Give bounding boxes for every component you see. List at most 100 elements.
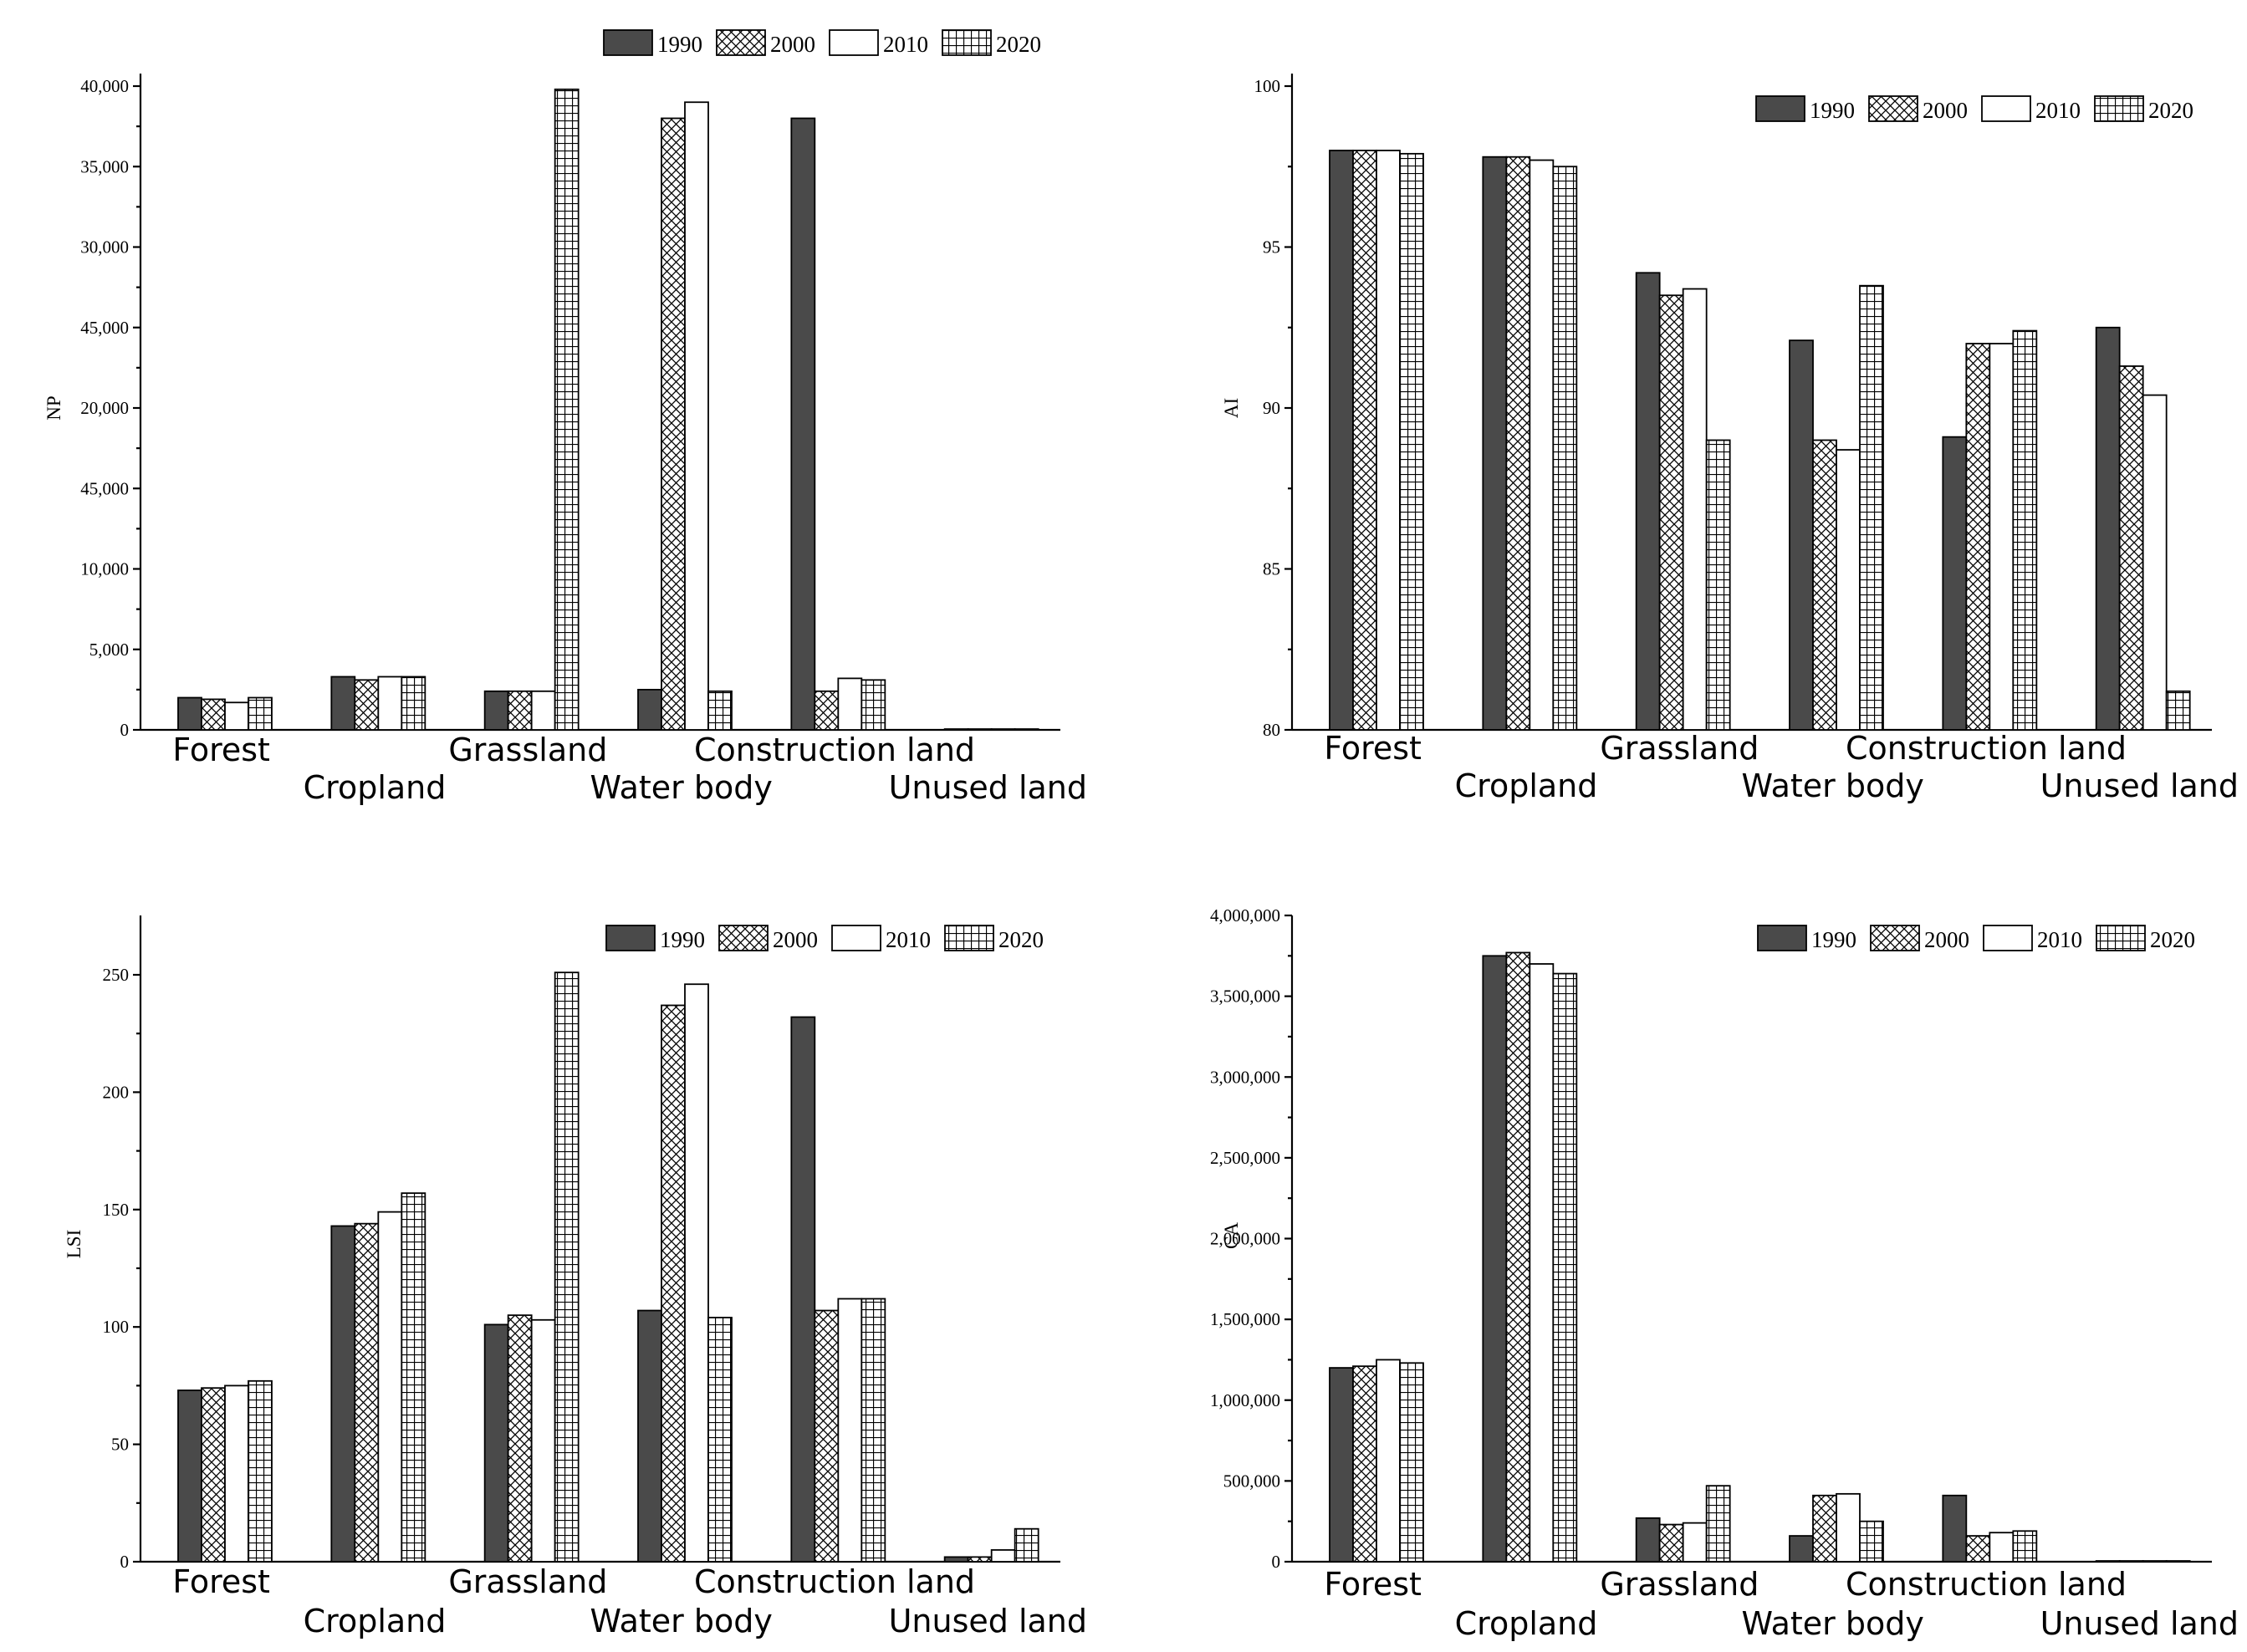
bar-unused-land-2020 <box>1014 728 1039 731</box>
bar-water-body-2010 <box>1836 1492 1861 1563</box>
bar-cropland-2020 <box>401 1192 426 1563</box>
y-tick-label: 40,000 <box>80 76 129 96</box>
y-axis-title: NP <box>43 395 64 420</box>
bar-construction-land-2020 <box>860 679 886 731</box>
x-category-label: Water body <box>590 769 772 806</box>
bar-unused-land-2020 <box>2165 690 2191 731</box>
legend-label-2010: 2010 <box>2037 927 2082 952</box>
bar-construction-land-2000 <box>1965 1535 1991 1563</box>
legend-swatch-2000 <box>1870 925 1920 951</box>
y-tick-label: 85 <box>1263 559 1280 579</box>
legend-swatch-1990 <box>1755 95 1805 122</box>
x-category-label: Forest <box>1324 730 1422 767</box>
legend-swatch-2010 <box>1983 925 2033 951</box>
bar-cropland-2010 <box>377 1211 403 1563</box>
y-axis-title: LSI <box>64 1230 84 1259</box>
y-tick-label: 35,000 <box>80 156 129 176</box>
legend-swatch-2000 <box>1868 95 1918 122</box>
bar-grassland-1990 <box>483 690 509 731</box>
legend-swatch-2010 <box>829 29 879 56</box>
y-tick-label: 5,000 <box>89 640 129 660</box>
bar-water-body-2010 <box>1836 449 1861 731</box>
bar-construction-land-2000 <box>1965 343 1991 731</box>
bar-water-body-2020 <box>707 1317 733 1563</box>
bar-cropland-1990 <box>1482 955 1508 1563</box>
bar-grassland-2000 <box>1658 1523 1684 1563</box>
bar-water-body-2010 <box>684 101 709 731</box>
bar-cropland-2000 <box>1505 951 1531 1563</box>
x-category-label: Grassland <box>448 1563 607 1600</box>
x-category-label: Cropland <box>304 769 447 806</box>
bar-forest-2000 <box>201 1387 226 1563</box>
bar-construction-land-2010 <box>1989 343 2015 731</box>
bar-construction-land-1990 <box>790 1016 816 1563</box>
legend-label-2020: 2020 <box>998 927 1044 952</box>
y-tick-label: 2,500,000 <box>1210 1148 1280 1168</box>
bar-forest-1990 <box>1329 150 1354 731</box>
legend-swatch-1990 <box>605 925 656 951</box>
bar-cropland-2000 <box>354 1222 380 1563</box>
bar-grassland-1990 <box>1635 272 1661 731</box>
bar-unused-land-1990 <box>2095 326 2121 731</box>
y-tick-label: 1,000,000 <box>1210 1390 1280 1410</box>
y-tick-label: 0 <box>120 1552 130 1572</box>
x-category-label: Unused land <box>2040 1605 2239 1642</box>
bar-cropland-2020 <box>401 676 426 731</box>
bar-forest-1990 <box>177 696 202 731</box>
bar-forest-2000 <box>1352 150 1377 731</box>
bar-construction-land-2010 <box>837 677 863 731</box>
y-axis-title: CA <box>1221 1222 1242 1249</box>
legend-swatch-2010 <box>831 925 881 951</box>
y-tick-label: 50 <box>111 1435 129 1455</box>
bar-forest-2010 <box>1376 1359 1401 1563</box>
bar-water-body-1990 <box>1789 339 1814 731</box>
legend-swatch-2020 <box>942 29 992 56</box>
bar-construction-land-2020 <box>2012 329 2038 731</box>
bar-forest-2000 <box>1352 1365 1377 1563</box>
bar-unused-land-2000 <box>967 728 993 731</box>
bar-forest-1990 <box>177 1389 202 1563</box>
bar-construction-land-2010 <box>1989 1532 2015 1563</box>
y-axis-title: AI <box>1221 398 1242 418</box>
bar-grassland-1990 <box>483 1323 509 1563</box>
bar-cropland-2010 <box>1529 963 1555 1563</box>
y-tick-label: 45,000 <box>80 478 129 498</box>
bar-cropland-2010 <box>1529 159 1555 731</box>
y-tick-label: 2,000,000 <box>1210 1229 1280 1249</box>
bar-grassland-1990 <box>1635 1517 1661 1563</box>
bar-forest-2000 <box>201 698 226 731</box>
x-category-label: Water body <box>1741 1605 1923 1642</box>
bar-grassland-2020 <box>1705 439 1731 731</box>
y-tick-label: 250 <box>103 965 130 985</box>
bar-forest-1990 <box>1329 1367 1354 1563</box>
bar-cropland-1990 <box>330 1225 356 1563</box>
x-category-label: Grassland <box>448 732 607 768</box>
bar-grassland-2010 <box>530 1318 556 1563</box>
bar-construction-land-2020 <box>860 1298 886 1563</box>
ca-chart: 0 500,000 1,000,000 1,500,000 2,000,000 2,500… <box>1210 905 2239 1642</box>
bar-cropland-2000 <box>1505 156 1531 731</box>
bar-grassland-2000 <box>1658 294 1684 731</box>
x-category-label: Forest <box>172 1563 270 1600</box>
legend-label-2000: 2000 <box>1924 927 1969 952</box>
legend-label-1990: 1990 <box>660 927 705 952</box>
legend-swatch-2020 <box>2096 925 2146 951</box>
bar-unused-land-1990 <box>2095 1560 2121 1563</box>
bar-water-body-1990 <box>637 1309 662 1563</box>
bar-water-body-1990 <box>637 688 662 731</box>
ai-chart: 80 85 90 95 100 AI Forest CroplandGrasslandWate… <box>1221 74 2239 804</box>
legend-label-2000: 2000 <box>770 32 815 57</box>
y-tick-label: 3,500,000 <box>1210 987 1280 1007</box>
x-category-label: Water body <box>590 1603 772 1639</box>
legend-swatch-2000 <box>718 925 769 951</box>
bar-unused-land-2000 <box>2118 365 2144 731</box>
bar-construction-land-1990 <box>1942 1494 1968 1563</box>
y-tick-label: 100 <box>1254 76 1281 96</box>
bar-grassland-2010 <box>1682 1522 1708 1563</box>
legend-label-2000: 2000 <box>773 927 818 952</box>
bar-grassland-2010 <box>530 690 556 731</box>
np-chart: 0 5,000 10,000 45,000 20,000 45,000 30,000 35,0… <box>43 29 1087 806</box>
x-category-label: Unused land <box>2040 767 2239 804</box>
y-tick-label: 4,000,000 <box>1210 905 1280 925</box>
x-category-label: Unused land <box>889 1603 1087 1639</box>
